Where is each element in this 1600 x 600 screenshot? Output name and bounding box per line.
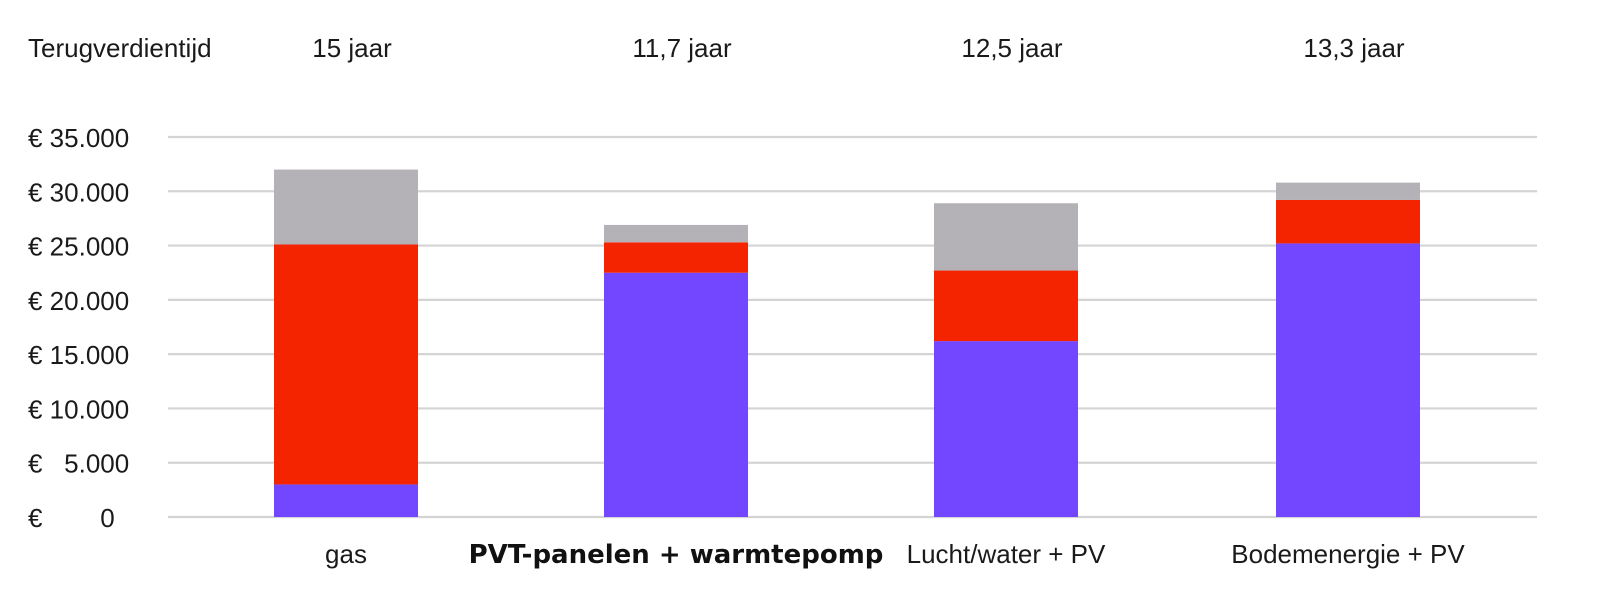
payback-value: 13,3 jaar <box>1303 33 1405 63</box>
y-axis-ticks: € 0 € 5.000 € 10.000 € 15.000 € 20.000 € 25.0… <box>28 123 129 533</box>
bar-segment <box>274 244 418 485</box>
bar-segment <box>1276 182 1420 200</box>
bar-segment <box>604 224 748 243</box>
y-tick-label: € 10.000 <box>28 394 129 424</box>
y-tick-label: € 25.000 <box>28 232 129 262</box>
y-tick-label: € 5.000 <box>28 449 129 479</box>
payback-value: 11,7 jaar <box>632 33 732 63</box>
bar-segment <box>1276 243 1420 517</box>
x-tick-label: PVT-panelen + warmtepomp <box>469 540 884 570</box>
payback-value: 15 jaar <box>312 33 392 63</box>
bar-segment <box>274 169 418 245</box>
bar-segment <box>934 270 1078 342</box>
x-tick-label: gas <box>325 539 367 569</box>
x-axis-ticks: gas PVT-panelen + warmtepomp Lucht/water +… <box>325 539 1465 570</box>
bar-segment <box>934 341 1078 517</box>
y-tick-label: € 30.000 <box>28 177 129 207</box>
payback-value: 12,5 jaar <box>961 33 1063 63</box>
bar-segment <box>604 242 748 273</box>
x-tick-label: Lucht/water + PV <box>907 539 1106 569</box>
y-tick-label: € 35.000 <box>28 123 129 153</box>
bar-segment <box>934 203 1078 271</box>
x-tick-label: Bodemenergie + PV <box>1231 539 1465 569</box>
bar-segment <box>604 272 748 517</box>
bar-segment <box>274 484 418 517</box>
y-tick-label: € 15.000 <box>28 340 129 370</box>
bars <box>274 169 1420 517</box>
y-tick-label: € 20.000 <box>28 286 129 316</box>
y-tick-label: € 0 <box>28 503 115 533</box>
payback-row: Terugverdientijd 15 jaar 11,7 jaar 12,5 ja… <box>28 33 1405 63</box>
bar-segment <box>1276 199 1420 244</box>
payback-row-label: Terugverdientijd <box>28 33 212 63</box>
